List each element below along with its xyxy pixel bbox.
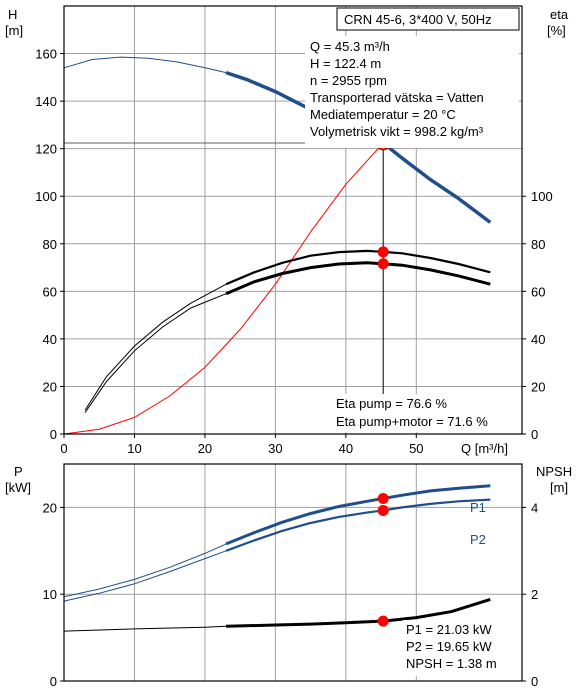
q-tick-label-50: 50 bbox=[409, 441, 423, 456]
info-head: H = 122.4 m bbox=[310, 56, 381, 71]
h-tick-label-120: 120 bbox=[35, 142, 57, 157]
npsh-tick-label-2: 2 bbox=[531, 587, 538, 602]
head-curve-thin bbox=[63, 56, 227, 74]
h-tick-label-100: 100 bbox=[35, 189, 57, 204]
chart-title: CRN 45-6, 3*400 V, 50Hz bbox=[344, 12, 492, 27]
h-tick-label-60: 60 bbox=[43, 284, 57, 299]
npsh-duty-marker bbox=[377, 615, 389, 627]
h-tick-label-80: 80 bbox=[43, 237, 57, 252]
info-speed: n = 2955 rpm bbox=[310, 73, 387, 88]
info-npsh: NPSH = 1.38 m bbox=[406, 656, 497, 671]
h-tick-label-0: 0 bbox=[50, 427, 57, 442]
eta-axis-unit: [%] bbox=[547, 23, 566, 38]
eta-tick-label-40: 40 bbox=[531, 332, 545, 347]
npsh-axis-unit: [m] bbox=[550, 480, 568, 495]
p1-series-label: P1 bbox=[470, 500, 486, 515]
eta-info-background bbox=[333, 394, 519, 432]
npsh-axis-name: NPSH bbox=[536, 464, 572, 479]
top-info-background bbox=[305, 36, 519, 148]
eta-tick-label-60: 60 bbox=[531, 284, 545, 299]
h-tick-label-160: 160 bbox=[35, 47, 57, 62]
bottom-info-background bbox=[403, 620, 519, 676]
p-axis-unit: [kW] bbox=[5, 480, 31, 495]
p2-duty-marker bbox=[377, 504, 389, 516]
top-chart-grid bbox=[63, 6, 522, 435]
q-tick-label-30: 30 bbox=[268, 441, 282, 456]
eta-pump-motor-text: Eta pump+motor = 71.6 % bbox=[336, 414, 488, 429]
x-axis-label: Q [m³/h] bbox=[461, 441, 508, 456]
info-flow: Q = 45.3 m³/h bbox=[310, 39, 390, 54]
p2-series-label: P2 bbox=[470, 532, 486, 547]
eta-pump-motor-curve bbox=[225, 261, 491, 296]
eta-pump-curve bbox=[225, 249, 491, 286]
eta-tick-label-20: 20 bbox=[531, 379, 545, 394]
p2-curve-thin bbox=[63, 550, 227, 602]
p1-duty-marker bbox=[377, 492, 389, 504]
bottom-chart-curves bbox=[63, 484, 491, 632]
h-tick-label-140: 140 bbox=[35, 94, 57, 109]
eta-pump-text: Eta pump = 76.6 % bbox=[336, 396, 447, 411]
top-chart-frame bbox=[63, 5, 523, 435]
eta-axis-name: eta bbox=[550, 7, 569, 22]
info-temperature: Mediatemperatur = 20 °C bbox=[310, 107, 456, 122]
eta-tick-label-0: 0 bbox=[531, 427, 538, 442]
info-p2: P2 = 19.65 kW bbox=[406, 639, 492, 654]
h-axis-name: H bbox=[8, 7, 17, 22]
p2-curve bbox=[225, 498, 491, 552]
h-tick-label-20: 20 bbox=[43, 379, 57, 394]
p-axis-name: P bbox=[14, 464, 23, 479]
q-tick-label-20: 20 bbox=[198, 441, 212, 456]
q-tick-label-0: 0 bbox=[60, 441, 67, 456]
info-density: Volymetrisk vikt = 998.2 kg/m³ bbox=[310, 124, 484, 139]
eta-pump-motor-duty-marker bbox=[377, 258, 389, 270]
p-tick-label-0: 0 bbox=[50, 674, 57, 689]
info-liquid: Transporterad vätska = Vatten bbox=[310, 90, 484, 105]
bottom-chart-frame bbox=[63, 463, 523, 682]
h-tick-label-40: 40 bbox=[43, 332, 57, 347]
info-p1: P1 = 21.03 kW bbox=[406, 622, 492, 637]
eta-pump-curve-thin bbox=[84, 283, 227, 411]
eta-tick-label-80: 80 bbox=[531, 237, 545, 252]
npsh-tick-label-0: 0 bbox=[531, 674, 538, 689]
p-tick-label-20: 20 bbox=[43, 500, 57, 515]
eta-pump-duty-marker bbox=[377, 246, 389, 258]
p1-curve bbox=[225, 484, 491, 546]
npsh-curve-thin bbox=[63, 625, 227, 632]
eta-tick-label-100: 100 bbox=[531, 189, 553, 204]
system-curve bbox=[63, 142, 384, 435]
npsh-curve bbox=[226, 597, 491, 628]
chart-title-box bbox=[336, 7, 520, 31]
p-tick-label-10: 10 bbox=[43, 587, 57, 602]
top-chart-ticks: 0 20 40 60 80 100 120 140 160 0 20 40 60 80 100 0 10 20 30… bbox=[35, 47, 552, 456]
eta-pump-motor-curve-thin bbox=[84, 293, 227, 413]
bottom-chart-ticks: 0 10 20 0 2 4 bbox=[43, 500, 539, 689]
q-tick-label-10: 10 bbox=[127, 441, 141, 456]
npsh-tick-label-4: 4 bbox=[531, 500, 538, 515]
q-tick-label-40: 40 bbox=[339, 441, 353, 456]
h-axis-unit: [m] bbox=[5, 23, 23, 38]
p1-curve-thin bbox=[63, 543, 227, 598]
